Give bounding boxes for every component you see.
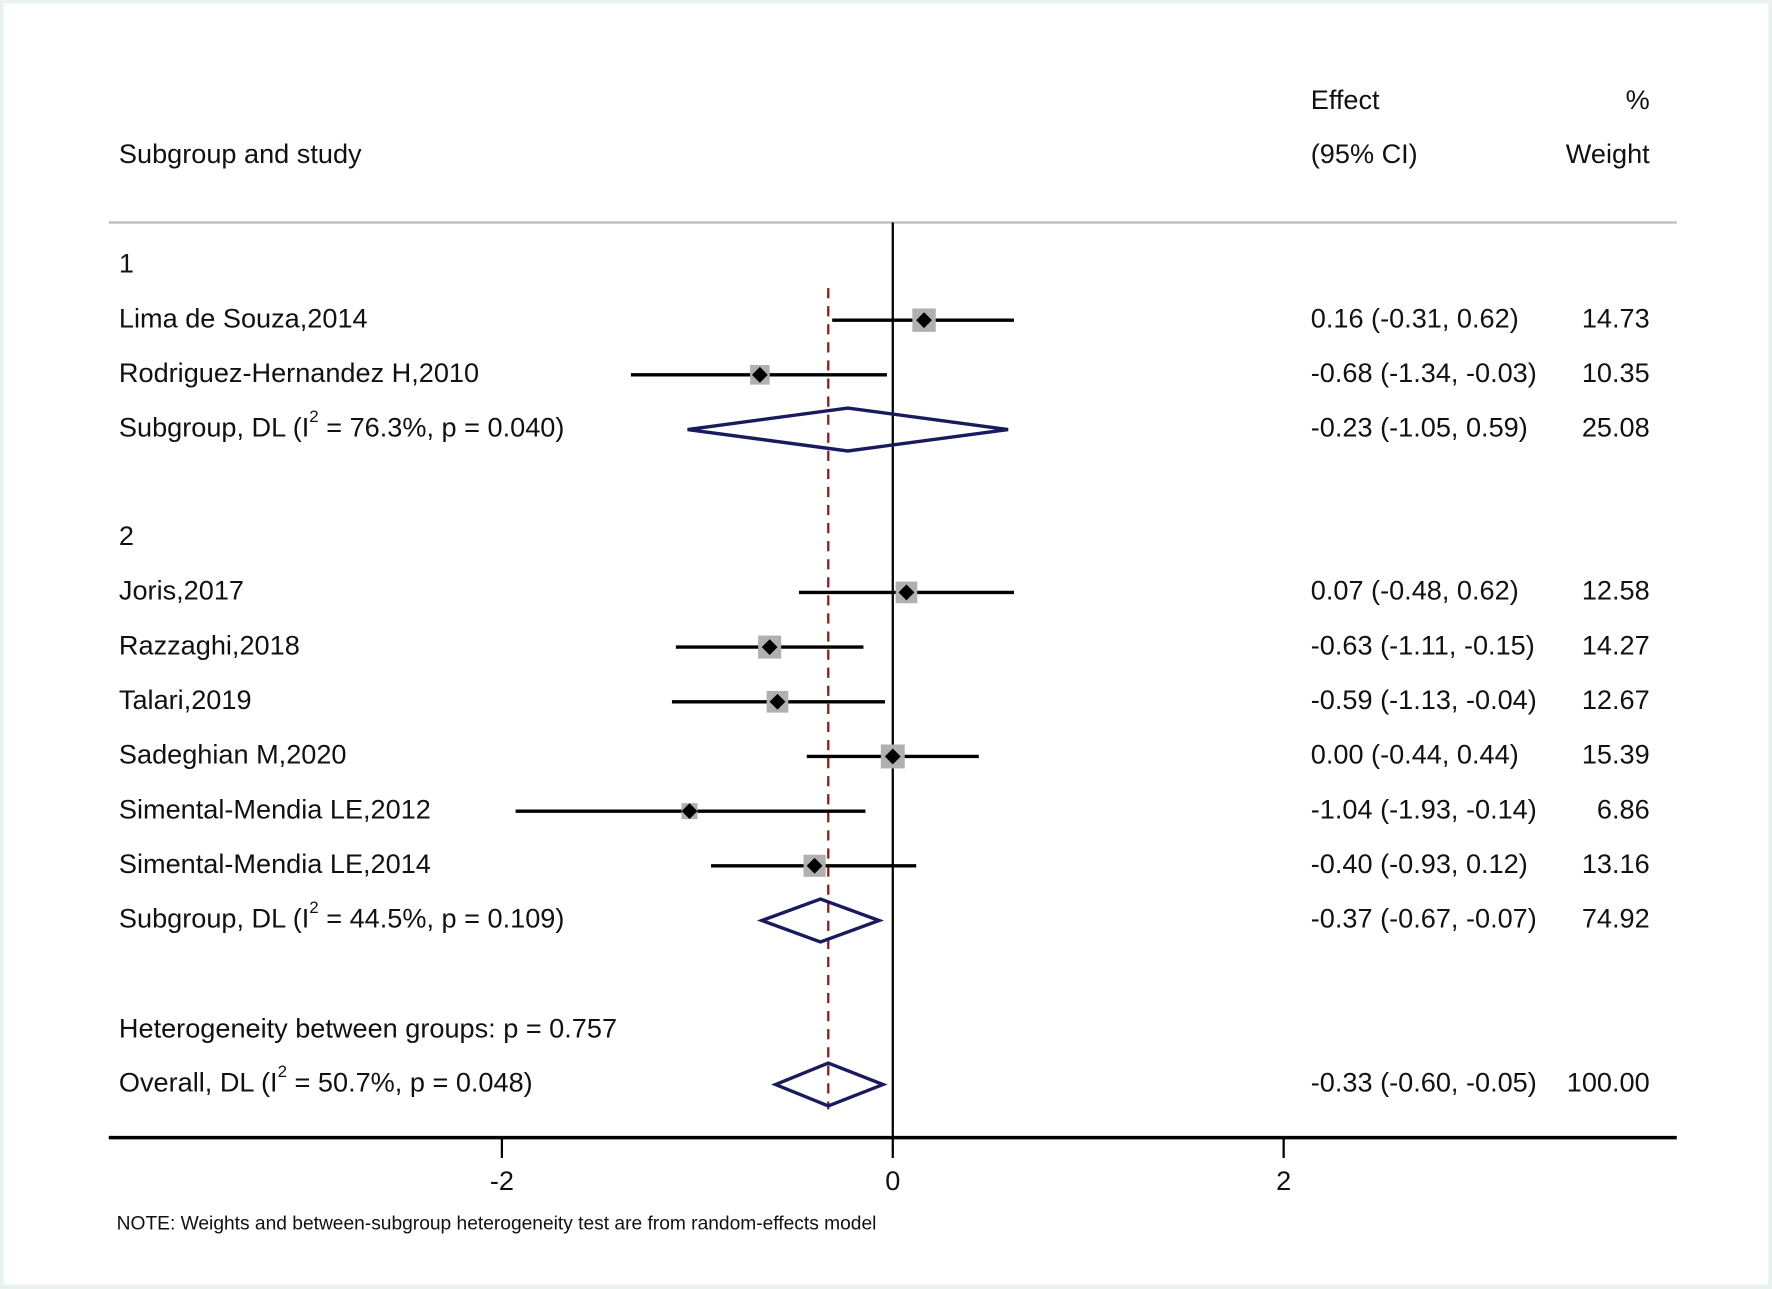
overall-summary-label-suffix: = 50.7%, p = 0.048) [287,1067,533,1098]
overall-summary-weight: 100.00 [1567,1067,1650,1098]
subgroup-summary-weight: 74.92 [1582,903,1650,934]
header-subgroup-study: Subgroup and study [119,138,362,169]
point-estimate [916,312,932,329]
subgroup-heading: 2 [119,520,134,551]
study-weight: 6.86 [1597,793,1650,824]
subgroup-summary-diamond [756,897,885,944]
overall-summary-effect-ci: -0.33 (-0.60, -0.05) [1311,1067,1537,1098]
study-effect-ci: -1.04 (-1.93, -0.14) [1311,793,1537,824]
point-estimate [806,857,823,874]
study-effect-ci: 0.07 (-0.48, 0.62) [1311,575,1519,606]
study-name: Lima de Souza,2014 [119,302,368,333]
overall-summary-label: Overall, DL (I2 = 50.7%, p = 0.048) [119,1063,533,1098]
footnote: NOTE: Weights and between-subgroup heter… [117,1214,877,1235]
study-weight: 15.39 [1582,739,1650,770]
study-effect-ci: -0.59 (-1.13, -0.04) [1311,684,1537,715]
study-weight: 14.73 [1582,302,1650,333]
study-effect-ci: 0.00 (-0.44, 0.44) [1311,739,1519,770]
subgroup-summary-effect-ci: -0.37 (-0.67, -0.07) [1311,903,1537,934]
subgroup-summary-label: Subgroup, DL (I2 = 44.5%, p = 0.109) [119,899,564,934]
study-weight: 12.67 [1582,684,1650,715]
subgroup-summary-weight: 25.08 [1582,412,1650,443]
subgroup-summary-label-prefix: Subgroup, DL (I [119,903,309,934]
subgroup-summary-diamond [687,406,1009,453]
subgroup-summary-label-prefix: Subgroup, DL (I [119,412,309,443]
header-effect: Effect [1311,84,1380,115]
subgroup-summary-label: Subgroup, DL (I2 = 76.3%, p = 0.040) [119,408,564,443]
subgroup-heading: 1 [119,248,134,279]
study-name: Simental-Mendia LE,2014 [119,848,431,879]
x-axis-tick-label: -2 [490,1165,514,1196]
subgroup-summary-effect-ci: -0.23 (-1.05, 0.59) [1311,412,1528,443]
study-effect-ci: -0.68 (-1.34, -0.03) [1311,357,1537,388]
subgroup-summary-label-superscript: 2 [309,408,318,427]
overall-summary-label-prefix: Overall, DL (I [119,1067,278,1098]
study-name: Rodriguez-Hernandez H,2010 [119,357,479,388]
study-effect-ci: 0.16 (-0.31, 0.62) [1311,302,1519,333]
study-weight: 12.58 [1582,575,1650,606]
header-ci: (95% CI) [1311,138,1418,169]
study-name: Razzaghi,2018 [119,629,300,660]
heterogeneity-text: Heterogeneity between groups: p = 0.757 [119,1012,617,1043]
study-weight: 14.27 [1582,629,1650,660]
point-estimate [884,748,901,765]
study-name: Sadeghian M,2020 [119,739,347,770]
header-percent: % [1626,84,1650,115]
point-estimate [761,639,778,656]
study-name: Simental-Mendia LE,2012 [119,793,431,824]
plot-background [3,3,1769,1285]
x-axis-tick-label: 0 [885,1165,900,1196]
study-weight: 10.35 [1582,357,1650,388]
subgroup-summary-label-suffix: = 44.5%, p = 0.109) [319,903,565,934]
study-name: Talari,2019 [119,684,252,715]
header-weight: Weight [1566,138,1650,169]
study-effect-ci: -0.40 (-0.93, 0.12) [1311,848,1528,879]
subgroup-summary-label-superscript: 2 [309,899,318,918]
point-estimate [898,584,915,601]
study-effect-ci: -0.63 (-1.11, -0.15) [1311,629,1535,660]
study-name: Joris,2017 [119,575,244,606]
overall-summary-diamond [771,1061,888,1108]
study-weight: 13.16 [1582,848,1650,879]
subgroup-summary-label-suffix: = 76.3%, p = 0.040) [319,412,565,443]
overall-summary-label-superscript: 2 [278,1063,287,1082]
x-axis-tick-label: 2 [1276,1165,1291,1196]
